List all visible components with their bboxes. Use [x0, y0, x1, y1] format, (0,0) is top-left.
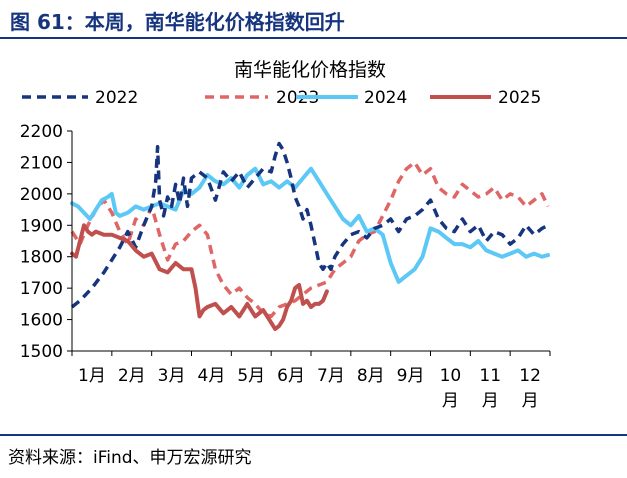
- x-ticks: 1月 2月 3月 4月 5月 6月 7月 8月 9月 10 月 11 月 12 月: [71, 351, 551, 411]
- x-tick-label: 1月: [78, 366, 106, 386]
- y-tick-label: 1700: [20, 279, 63, 299]
- y-tick-label: 2000: [20, 185, 63, 205]
- x-tick-label-number: 11: [479, 366, 501, 386]
- chart-title: 南华能化价格指数: [234, 59, 386, 81]
- source-rule: [0, 434, 627, 436]
- x-tick-label: 3月: [158, 366, 186, 386]
- legend-label: 2024: [364, 88, 407, 108]
- legend-label: 2025: [498, 88, 541, 108]
- title-rule: [0, 37, 627, 39]
- y-tick-label: 1900: [20, 216, 63, 236]
- line-chart: 南华能化价格指数 2022202320242025 15001600170018…: [20, 59, 551, 411]
- figure-title: 图 61：本周，南华能化价格指数回升: [10, 10, 345, 34]
- y-tick-label: 1800: [20, 248, 63, 268]
- x-tick-label-unit: 月: [442, 391, 459, 411]
- x-tick-label: 6月: [277, 366, 305, 386]
- x-tick-label: 12 月: [519, 366, 541, 411]
- x-tick-label: 9月: [397, 366, 425, 386]
- y-tick-label: 1600: [20, 311, 63, 331]
- x-tick-label-number: 10: [440, 366, 462, 386]
- y-tick-label: 2100: [20, 153, 63, 173]
- x-tick-label: 7月: [317, 366, 345, 386]
- source-note: 资料来源：iFind、申万宏源研究: [8, 448, 252, 468]
- plot-area: 1500 1600 1700 1800 1900 2000 2100 2200 1月 2月 3月 4…: [20, 122, 551, 411]
- y-tick-label: 1500: [20, 342, 63, 362]
- x-tick-label: 11 月: [479, 366, 501, 411]
- series-line-2022: [70, 141, 549, 309]
- x-tick-label: 8月: [357, 366, 385, 386]
- legend-label: 2022: [95, 88, 138, 108]
- x-tick-label: 4月: [198, 366, 226, 386]
- x-tick-label: 5月: [237, 366, 265, 386]
- y-tick-label: 2200: [20, 122, 63, 142]
- x-tick-label-unit: 月: [482, 391, 499, 411]
- series-line-2025: [70, 223, 329, 331]
- legend: 2022202320242025: [22, 88, 541, 108]
- x-tick-label-unit: 月: [522, 391, 539, 411]
- x-tick-label: 2月: [118, 366, 146, 386]
- x-tick-label: 10 月: [440, 366, 462, 411]
- x-tick-label-number: 12: [519, 366, 541, 386]
- series-line-2024: [70, 166, 550, 284]
- series-line-2023: [70, 160, 550, 319]
- y-ticks: 1500 1600 1700 1800 1900 2000 2100 2200: [20, 122, 72, 362]
- series-layer: [70, 141, 550, 331]
